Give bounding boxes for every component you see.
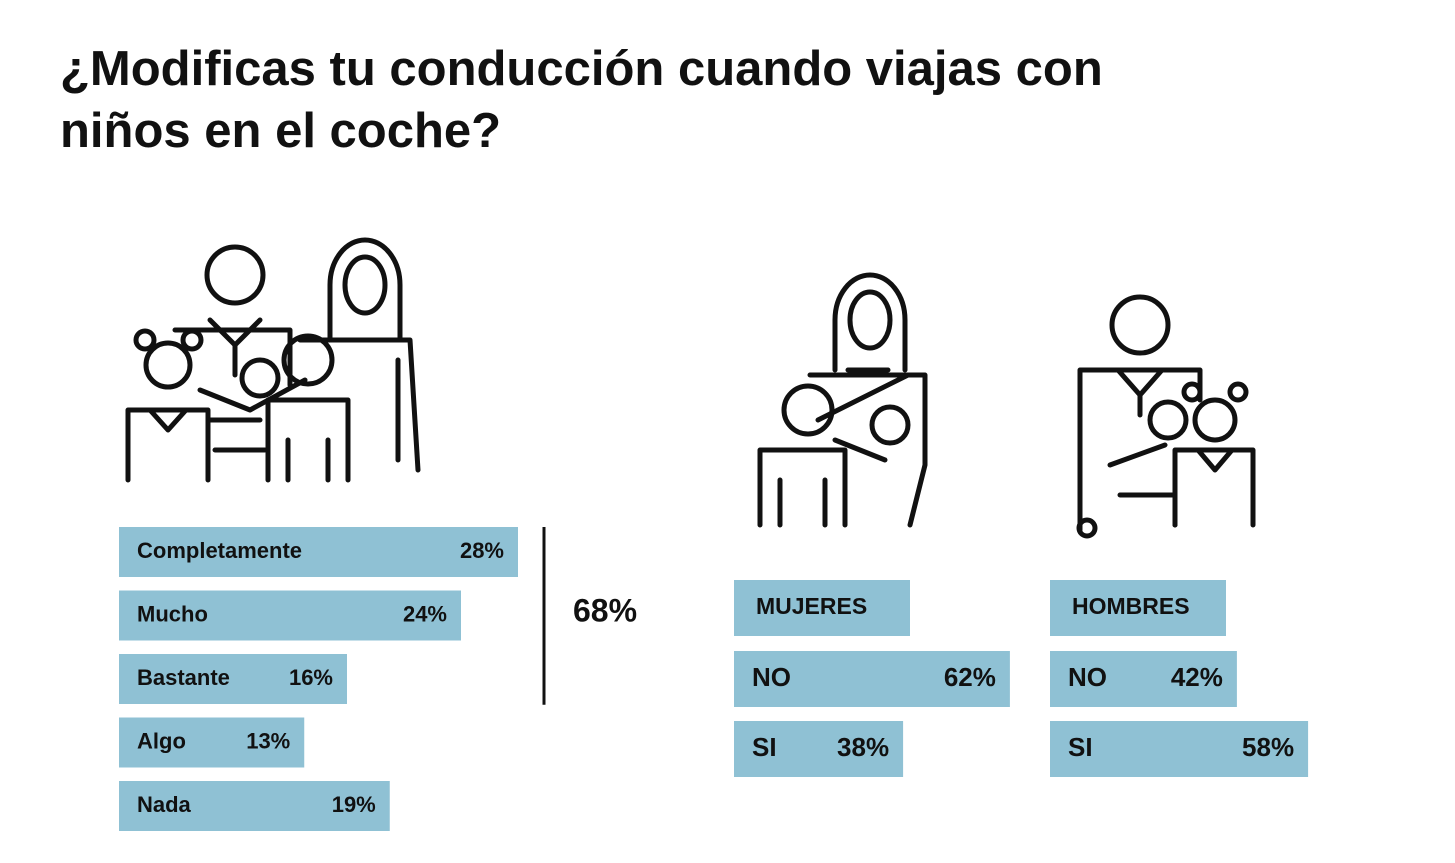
- category-label: NO: [752, 662, 791, 692]
- category-label: NO: [1068, 662, 1107, 692]
- category-label: Mucho: [137, 601, 208, 626]
- header-label: HOMBRES: [1072, 593, 1190, 619]
- bar: [119, 781, 390, 831]
- bar: [119, 590, 461, 641]
- bar: [1050, 651, 1237, 707]
- category-label: Nada: [137, 792, 192, 817]
- chart-title: ¿Modificas tu conducción cuando viajas c…: [60, 42, 1103, 158]
- value-label: 42%: [1171, 662, 1223, 692]
- family-icon: [125, 237, 421, 483]
- category-label: Algo: [137, 728, 186, 753]
- value-label: 13%: [246, 728, 290, 753]
- category-label: SI: [1068, 732, 1093, 762]
- father-icon: [1076, 294, 1256, 539]
- value-label: 62%: [944, 662, 996, 692]
- total-label: 68%: [573, 592, 637, 628]
- bar: [1050, 721, 1309, 777]
- category-label: Completamente: [137, 538, 302, 563]
- bar: [734, 651, 1010, 707]
- value-label: 58%: [1242, 732, 1294, 762]
- value-label: 28%: [460, 538, 504, 563]
- mother-icon: [757, 272, 928, 528]
- value-label: 16%: [289, 665, 333, 690]
- bar: [119, 654, 347, 704]
- category-label: SI: [752, 732, 777, 762]
- value-label: 19%: [332, 792, 376, 817]
- category-label: Bastante: [137, 665, 230, 690]
- header-label: MUJERES: [756, 593, 867, 619]
- header-box: [734, 580, 910, 636]
- bar: [734, 721, 904, 777]
- value-label: 38%: [837, 732, 889, 762]
- bar: [119, 717, 305, 768]
- header-box: [1050, 580, 1226, 636]
- bar: [119, 527, 518, 577]
- value-label: 24%: [403, 601, 447, 626]
